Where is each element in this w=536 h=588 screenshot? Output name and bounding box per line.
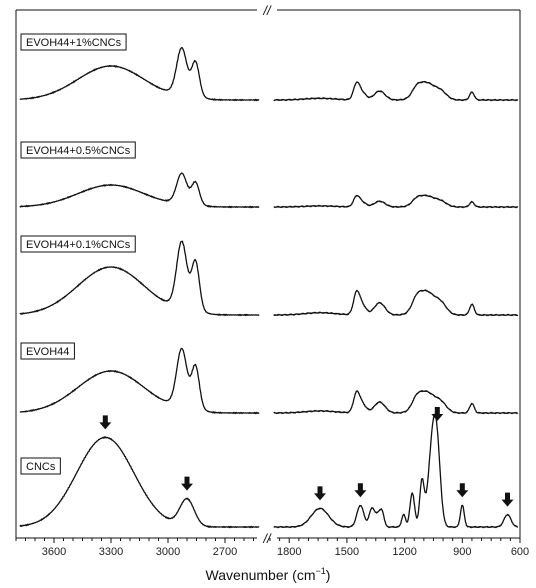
- spectrum-label-text: EVOH44+1%CNCs: [26, 37, 122, 49]
- spectrum-trace-right: [273, 194, 519, 209]
- x-axis: 3600 3300 3000 2700 1800 1500 1200 900 600: [15, 538, 529, 558]
- x-tick-label: 3000: [156, 546, 180, 558]
- spectrum-label-box: [20, 33, 127, 51]
- x-axis-label-sup: −1: [316, 566, 326, 576]
- axis-break-bottom: //: [262, 531, 272, 546]
- peak-arrow: [354, 483, 367, 498]
- x-tick-label: 900: [453, 546, 471, 558]
- x-tick-label: 3300: [99, 546, 123, 558]
- x-tick-label: 1800: [277, 546, 301, 558]
- spectrum-trace-left: [19, 436, 260, 529]
- spectrum-label: EVOH44: [20, 342, 75, 360]
- spectrum-trace-right: [273, 80, 519, 102]
- peak-arrow: [456, 483, 469, 498]
- peak-arrow: [99, 415, 112, 430]
- spectrum-label-box: [20, 342, 75, 360]
- peak-arrow: [501, 492, 514, 507]
- peak-arrow: [314, 486, 326, 501]
- x-tick-label: 1200: [392, 546, 416, 558]
- spectrum-trace-left: [19, 46, 260, 102]
- x-tick-label: 2700: [213, 546, 237, 558]
- x-tick-label: 600: [511, 546, 529, 558]
- spectrum-label: CNCs: [20, 457, 61, 475]
- spectrum-trace-right: [273, 289, 519, 317]
- spectrum-label-box: [20, 457, 61, 475]
- peak-arrows: [99, 406, 514, 507]
- spectrum-label: EVOH44+1%CNCs: [20, 33, 127, 51]
- spectrum-label-text: CNCs: [26, 461, 56, 473]
- spectrum-label: EVOH44+0.1%CNCs: [20, 235, 136, 253]
- spectrum-label-text: EVOH44+0.1%CNCs: [26, 239, 131, 251]
- plot-frame: // //: [15, 3, 521, 546]
- spectrum-label-text: EVOH44+0.5%CNCs: [26, 145, 131, 157]
- spectrum-label-box: [20, 235, 136, 253]
- peak-arrow: [431, 406, 444, 421]
- x-axis-label-close: ): [326, 567, 331, 583]
- spectra-traces: [19, 46, 519, 529]
- spectrum-label-text: EVOH44: [26, 346, 69, 358]
- peak-arrow: [181, 476, 193, 491]
- x-axis-label: Wavenumber (cm−1): [206, 566, 331, 583]
- spectrum-trace-left: [19, 240, 260, 317]
- x-tick-label: 3600: [42, 546, 66, 558]
- axis-break-top: //: [262, 3, 272, 18]
- spectrum-label-box: [20, 141, 136, 159]
- spectrum-trace-right: [273, 390, 519, 415]
- x-axis-label-main: Wavenumber (cm: [206, 567, 316, 583]
- spectrum-trace-left: [19, 172, 260, 209]
- spectrum-label: EVOH44+0.5%CNCs: [20, 141, 136, 159]
- spectrum-trace-left: [19, 347, 260, 415]
- spectra-labels: EVOH44+1%CNCs EVOH44+0.5%CNCs EVOH44+0.1%C…: [20, 33, 136, 475]
- x-tick-label: 1500: [335, 546, 359, 558]
- spectrum-trace-right: [273, 413, 519, 529]
